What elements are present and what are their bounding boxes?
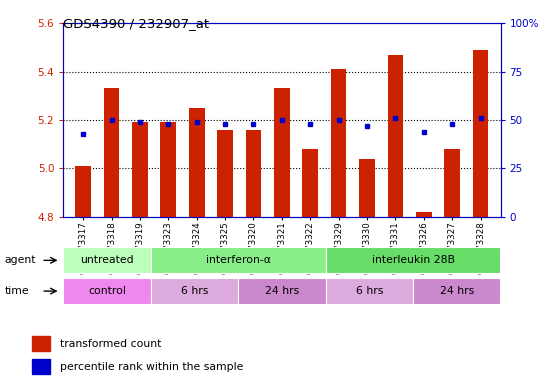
- Text: transformed count: transformed count: [60, 339, 161, 349]
- Bar: [473, 50, 488, 217]
- Text: 24 hrs: 24 hrs: [265, 286, 299, 296]
- Text: agent: agent: [4, 255, 36, 265]
- Bar: [302, 149, 318, 217]
- Bar: [388, 55, 403, 217]
- Bar: [326, 247, 500, 273]
- Bar: [217, 130, 233, 217]
- Bar: [444, 149, 460, 217]
- Text: 24 hrs: 24 hrs: [439, 286, 474, 296]
- Bar: [413, 278, 500, 304]
- Bar: [63, 247, 151, 273]
- Bar: [32, 336, 50, 351]
- Text: 6 hrs: 6 hrs: [181, 286, 208, 296]
- Text: 6 hrs: 6 hrs: [356, 286, 383, 296]
- Text: interleukin 28B: interleukin 28B: [372, 255, 454, 265]
- Text: percentile rank within the sample: percentile rank within the sample: [60, 362, 243, 372]
- Bar: [246, 130, 261, 217]
- Bar: [63, 278, 151, 304]
- Bar: [132, 122, 148, 217]
- Bar: [151, 247, 326, 273]
- Bar: [75, 166, 91, 217]
- Bar: [238, 278, 326, 304]
- Bar: [161, 122, 176, 217]
- Text: GDS4390 / 232907_at: GDS4390 / 232907_at: [63, 17, 210, 30]
- Bar: [274, 88, 290, 217]
- Bar: [326, 278, 413, 304]
- Bar: [104, 88, 119, 217]
- Bar: [32, 359, 50, 374]
- Text: untreated: untreated: [80, 255, 134, 265]
- Bar: [189, 108, 205, 217]
- Text: control: control: [88, 286, 126, 296]
- Bar: [416, 212, 432, 217]
- Text: interferon-α: interferon-α: [206, 255, 271, 265]
- Text: time: time: [4, 286, 29, 296]
- Bar: [331, 69, 346, 217]
- Bar: [151, 278, 238, 304]
- Bar: [359, 159, 375, 217]
